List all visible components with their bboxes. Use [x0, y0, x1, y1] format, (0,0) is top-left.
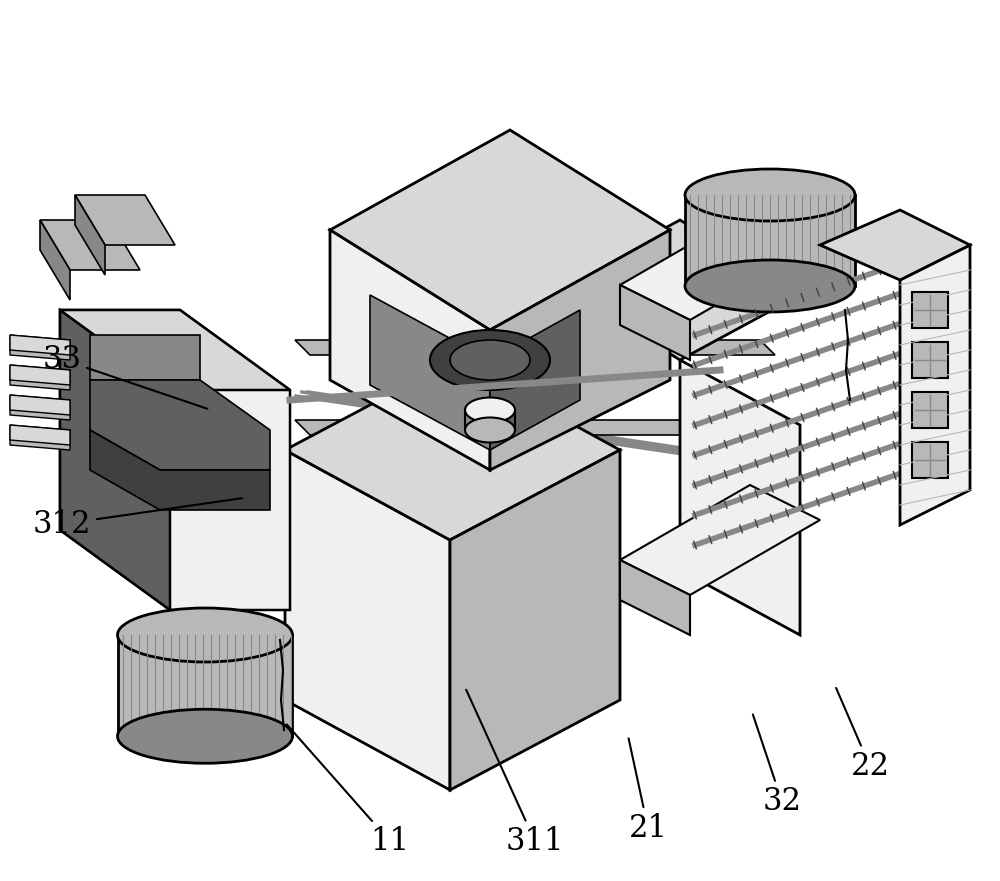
Polygon shape [370, 295, 490, 450]
Polygon shape [90, 380, 270, 470]
Polygon shape [908, 342, 932, 358]
Polygon shape [912, 392, 948, 428]
Polygon shape [60, 310, 290, 390]
Polygon shape [908, 372, 932, 388]
Polygon shape [295, 420, 775, 435]
Polygon shape [450, 450, 620, 790]
Text: 32: 32 [753, 714, 802, 818]
Polygon shape [295, 340, 775, 355]
Polygon shape [620, 485, 820, 595]
Polygon shape [330, 230, 490, 470]
Polygon shape [118, 635, 292, 737]
Polygon shape [330, 130, 670, 330]
Polygon shape [40, 220, 70, 300]
Polygon shape [490, 310, 580, 450]
Polygon shape [490, 230, 670, 470]
Ellipse shape [465, 397, 515, 423]
Polygon shape [10, 365, 70, 385]
Text: 11: 11 [287, 724, 410, 857]
Polygon shape [60, 310, 290, 610]
Polygon shape [10, 335, 70, 360]
Polygon shape [908, 282, 932, 298]
Polygon shape [75, 195, 175, 245]
Polygon shape [820, 210, 970, 280]
Ellipse shape [118, 709, 292, 763]
Polygon shape [912, 342, 948, 378]
Polygon shape [620, 560, 690, 635]
Polygon shape [900, 245, 970, 525]
Polygon shape [912, 292, 948, 328]
Ellipse shape [450, 340, 530, 380]
Polygon shape [10, 365, 70, 390]
Polygon shape [90, 430, 270, 510]
Polygon shape [75, 195, 105, 275]
Polygon shape [60, 310, 170, 610]
Text: 22: 22 [836, 688, 890, 782]
Polygon shape [10, 395, 70, 415]
Polygon shape [560, 220, 800, 360]
Polygon shape [908, 462, 932, 478]
Polygon shape [40, 220, 140, 270]
Text: 21: 21 [629, 738, 668, 844]
Polygon shape [912, 442, 948, 478]
Ellipse shape [685, 260, 855, 312]
Polygon shape [10, 425, 70, 445]
Text: 311: 311 [466, 690, 564, 857]
Polygon shape [908, 252, 932, 268]
Polygon shape [908, 402, 932, 418]
Polygon shape [620, 285, 690, 360]
Polygon shape [908, 432, 932, 448]
Text: 33: 33 [42, 344, 207, 409]
Polygon shape [285, 450, 450, 790]
Polygon shape [10, 395, 70, 420]
Polygon shape [908, 312, 932, 328]
Polygon shape [285, 360, 620, 540]
Polygon shape [90, 335, 200, 380]
Ellipse shape [465, 418, 515, 442]
Text: 312: 312 [33, 498, 242, 540]
Polygon shape [680, 360, 800, 635]
Ellipse shape [430, 330, 550, 390]
Polygon shape [685, 195, 855, 286]
Polygon shape [10, 425, 70, 450]
Polygon shape [620, 210, 820, 320]
Ellipse shape [118, 608, 292, 662]
Polygon shape [10, 335, 70, 355]
Ellipse shape [685, 169, 855, 221]
